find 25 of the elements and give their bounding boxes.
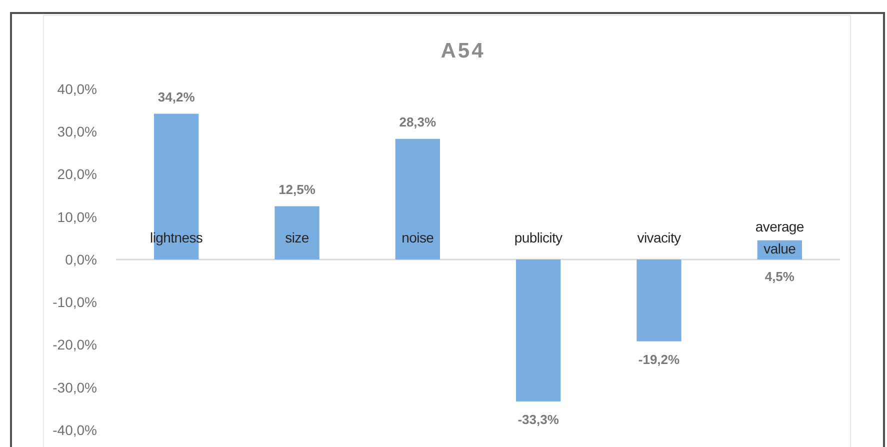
bar [636, 260, 682, 342]
y-tick-label: 20,0% [57, 166, 97, 182]
chart-title: A54 [440, 39, 486, 62]
x-tick-label: average value [755, 218, 804, 256]
y-tick-label: 0,0% [65, 251, 97, 268]
bar [516, 260, 561, 402]
x-tick-label: size [285, 229, 310, 246]
data-label: 34,2% [158, 89, 196, 104]
y-tick-label: 40,0% [57, 80, 97, 97]
data-label: -33,3% [518, 412, 560, 427]
x-tick-label: vivacity [637, 229, 682, 246]
data-label: -19,2% [638, 352, 680, 367]
x-tick-label: noise [402, 229, 434, 246]
data-label: 12,5% [278, 182, 316, 197]
x-tick-label: publicity [514, 229, 563, 246]
y-tick-label: -20,0% [52, 336, 97, 353]
y-tick-label: -10,0% [52, 294, 97, 310]
y-tick-label: -30,0% [52, 379, 97, 396]
y-tick-label: 10,0% [57, 208, 97, 225]
data-label: 28,3% [399, 114, 437, 130]
data-label: 4,5% [764, 269, 795, 284]
y-tick-label: -40,0% [52, 422, 97, 438]
bar [274, 206, 320, 260]
bar [395, 138, 440, 260]
y-tick-label: 30,0% [57, 124, 97, 140]
